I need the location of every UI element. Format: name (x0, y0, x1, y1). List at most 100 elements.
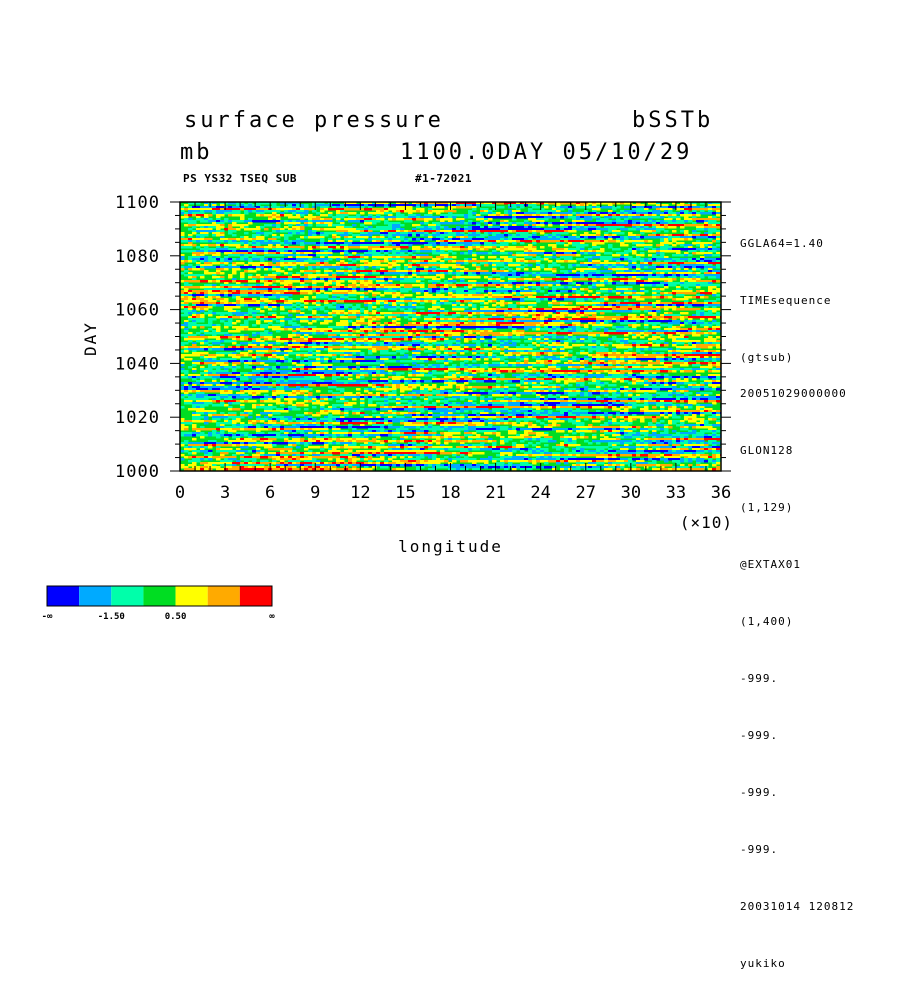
heatmap-cell (452, 240, 457, 243)
heatmap-cell (440, 250, 445, 253)
heatmap-cell (292, 286, 297, 289)
heatmap-cell (636, 206, 641, 209)
heatmap-cell (476, 240, 481, 243)
heatmap-cell (544, 212, 549, 215)
heatmap-cell (480, 208, 485, 211)
heatmap-cell (580, 248, 585, 251)
heatmap-cell (640, 282, 645, 285)
heatmap-cell (628, 248, 633, 251)
heatmap-cell (192, 302, 197, 305)
heatmap-cell (288, 220, 293, 223)
heatmap-cell (692, 216, 697, 219)
heatmap-cell (320, 218, 325, 221)
heatmap-cell (232, 286, 237, 289)
heatmap-cell (496, 244, 501, 247)
heatmap-cell (668, 284, 673, 287)
heatmap-cell (208, 266, 213, 269)
heatmap-cell (200, 292, 205, 295)
heatmap-cell (256, 274, 261, 277)
heatmap-cell (464, 240, 469, 243)
heatmap-cell (580, 238, 585, 241)
heatmap-cell (372, 240, 377, 243)
heatmap-cell (620, 264, 625, 267)
heatmap-cell (188, 292, 193, 295)
heatmap-cell (300, 304, 305, 307)
heatmap-cell (376, 248, 381, 251)
heatmap-cell (244, 228, 249, 231)
heatmap-cell (468, 294, 473, 297)
heatmap-cell (568, 216, 573, 219)
heatmap-cell (300, 262, 305, 265)
heatmap-cell (448, 272, 453, 275)
heatmap-cell (516, 260, 521, 263)
heatmap-cell (304, 220, 309, 223)
heatmap-cell (640, 280, 645, 283)
heatmap-cell (204, 252, 209, 255)
heatmap-cell (652, 274, 657, 277)
heatmap-cell (456, 300, 461, 303)
heatmap-cell (300, 242, 305, 245)
heatmap-cell (492, 290, 497, 293)
heatmap-cell (692, 302, 697, 305)
heatmap-cell (528, 236, 533, 239)
heatmap-cell (360, 274, 365, 277)
heatmap-cell (188, 298, 193, 301)
heatmap-cell (376, 272, 381, 275)
heatmap-cell (332, 294, 337, 297)
heatmap-cell (716, 234, 721, 237)
heatmap-cell (212, 212, 217, 215)
heatmap-cell (664, 292, 669, 295)
heatmap-cell (424, 250, 429, 253)
heatmap-cell (544, 268, 549, 271)
heatmap-cell (496, 264, 501, 267)
heatmap-cell (564, 230, 569, 233)
heatmap-cell (620, 302, 625, 305)
heatmap-cell (360, 244, 365, 247)
heatmap-cell (548, 214, 553, 217)
heatmap-cell (700, 262, 705, 265)
heatmap-cell (408, 302, 413, 305)
heatmap-cell (572, 240, 577, 243)
heatmap-cell (516, 230, 521, 233)
heatmap-cell (488, 272, 493, 275)
heatmap-cell (388, 214, 393, 217)
heatmap-cell (592, 274, 597, 277)
heatmap-cell (700, 280, 705, 283)
heatmap-cell (500, 272, 505, 275)
heatmap-cell (432, 266, 437, 269)
heatmap-cell (360, 220, 365, 223)
heatmap-cell (432, 280, 437, 283)
heatmap-cell (456, 268, 461, 271)
heatmap-cell (624, 254, 629, 257)
heatmap-cell (672, 292, 677, 295)
heatmap-cell (584, 228, 589, 231)
heatmap-cell (200, 238, 205, 241)
heatmap-cell (404, 270, 409, 273)
heatmap-cell (612, 220, 617, 223)
heatmap-cell (396, 238, 401, 241)
heatmap-cell (460, 262, 465, 265)
heatmap-cell (344, 294, 349, 297)
heatmap-cell (380, 216, 385, 219)
heatmap-cell (688, 202, 693, 205)
heatmap-cell (332, 288, 337, 291)
heatmap-cell (468, 210, 473, 213)
heatmap-cell (376, 236, 381, 239)
heatmap-cell (608, 214, 613, 217)
heatmap-cell (304, 278, 309, 281)
heatmap-cell (544, 206, 549, 209)
heatmap-cell (684, 254, 689, 257)
heatmap-cell (248, 238, 253, 241)
heatmap-cell (460, 236, 465, 239)
heatmap-cell (512, 236, 517, 239)
heatmap-cell (228, 284, 233, 287)
heatmap-cell (568, 290, 573, 293)
heatmap-cell (264, 228, 269, 231)
heatmap-cell (568, 252, 573, 255)
heatmap-cell (356, 250, 361, 253)
heatmap-cell (272, 208, 277, 211)
heatmap-cell (704, 272, 709, 275)
heatmap-cell (204, 270, 209, 273)
heatmap-cell (396, 202, 401, 205)
heatmap-cell (196, 302, 201, 305)
